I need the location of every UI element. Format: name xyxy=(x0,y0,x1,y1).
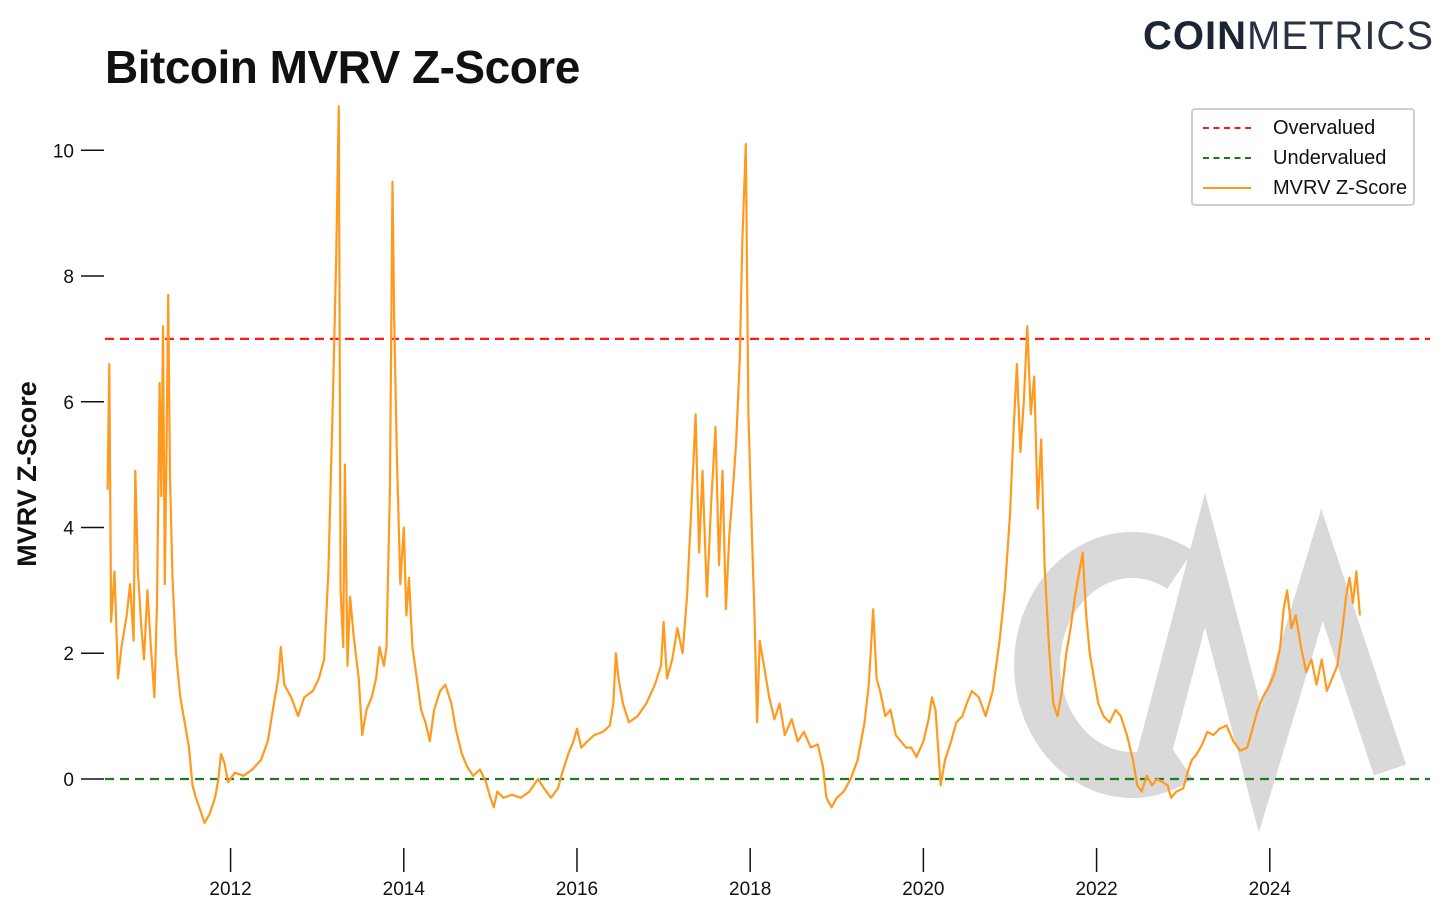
y-axis-label: MVRV Z-Score xyxy=(12,381,42,567)
legend-item-undervalued: Undervalued xyxy=(1203,145,1386,171)
x-tick-label: 2020 xyxy=(902,879,944,900)
y-axis: 0 2 4 6 8 10 xyxy=(53,141,104,791)
brand-watermark: CM xyxy=(1014,492,1407,833)
legend-item-overvalued: Overvalued xyxy=(1203,115,1375,141)
y-tick-label: 0 xyxy=(63,770,74,791)
series-layer xyxy=(106,105,1361,825)
y-tick-label: 6 xyxy=(63,393,74,414)
brand-logo-light: METRICS xyxy=(1247,14,1434,58)
x-tick-label: 2016 xyxy=(556,879,598,900)
legend-label: Undervalued xyxy=(1273,146,1387,169)
watermark-m-shape xyxy=(1133,492,1407,833)
y-tick-label: 10 xyxy=(53,141,74,162)
x-tick-label: 2024 xyxy=(1249,879,1292,900)
series-line-mvrv-z-score xyxy=(106,105,1361,825)
reference-lines xyxy=(105,337,1430,781)
brand-logo-bold: COIN xyxy=(1143,14,1247,58)
legend-label: MVRV Z-Score xyxy=(1273,176,1408,199)
solid-line-swatch-icon xyxy=(1203,187,1251,189)
legend-item-mvrv-z-score: MVRV Z-Score xyxy=(1203,175,1407,201)
y-tick-label: 4 xyxy=(63,519,74,540)
legend-label: Overvalued xyxy=(1273,116,1376,139)
x-tick-label: 2018 xyxy=(729,879,771,900)
dashed-line-swatch-icon xyxy=(1203,157,1251,159)
y-tick-label: 2 xyxy=(63,644,74,665)
x-tick-label: 2022 xyxy=(1075,879,1117,900)
x-tick-label: 2012 xyxy=(209,879,251,900)
dashed-line-swatch-icon xyxy=(1203,127,1251,129)
x-axis: 2012 2014 2016 2018 2020 2022 2024 xyxy=(209,848,1291,900)
legend: Overvalued Undervalued MVRV Z-Score xyxy=(1191,108,1415,206)
x-tick-label: 2014 xyxy=(383,879,426,900)
y-tick-label: 8 xyxy=(63,267,74,288)
chart-title: Bitcoin MVRV Z-Score xyxy=(105,41,580,93)
watermark-c-shape xyxy=(1014,532,1193,798)
brand-logo: COINMETRICS xyxy=(1143,14,1434,59)
